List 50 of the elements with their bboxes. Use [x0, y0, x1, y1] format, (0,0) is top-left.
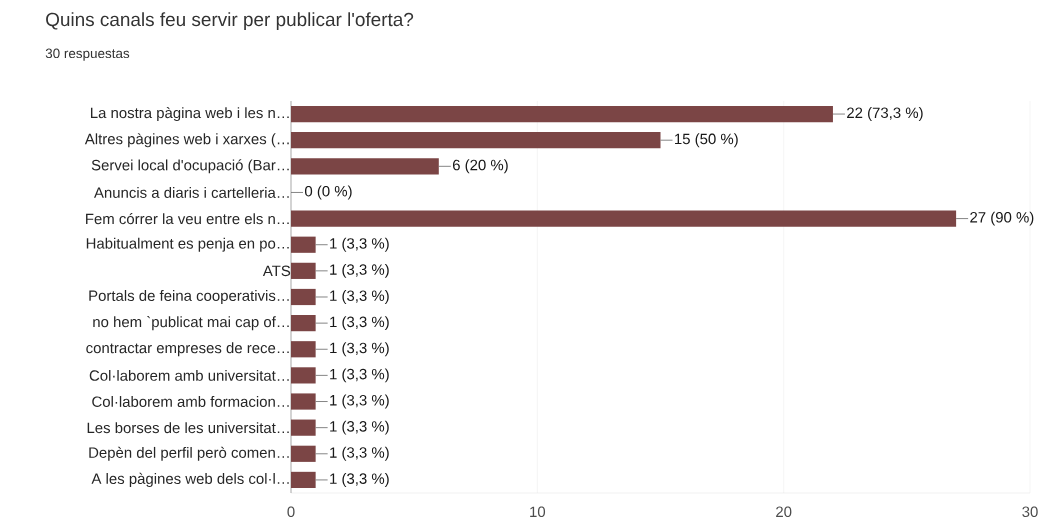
data-label: 1 (3,3 %): [330, 263, 389, 278]
bar: [291, 367, 316, 384]
y-tick-label: no hem `publicat mai cap of…: [93, 316, 289, 331]
y-tick-label: Col·laborem amb formacion…: [92, 396, 289, 408]
data-label: 1 (3,3 %): [330, 472, 389, 487]
data-label: 1 (3,3 %): [330, 368, 389, 383]
bar: [291, 262, 316, 279]
bar: [291, 158, 439, 175]
x-tick-label: 20: [776, 506, 792, 518]
y-tick-label: Depèn del perfil però comen…: [89, 446, 289, 461]
bar: [291, 341, 316, 358]
bar: [291, 210, 957, 227]
x-tick-label: 10: [530, 506, 546, 518]
data-label: 1 (3,3 %): [330, 394, 389, 409]
y-tick-label: Habitualment es penja en po…: [86, 237, 289, 252]
bar: [291, 236, 316, 253]
bar: [291, 393, 316, 410]
y-tick-label: Portals de feina cooperativis…: [89, 290, 289, 304]
data-label: 1 (3,3 %): [330, 420, 389, 435]
y-tick-label: A les pàgines web dels col·l…: [91, 472, 289, 487]
bar: [291, 288, 316, 306]
y-tick-label: La nostra pàgina web i les n…: [90, 107, 289, 122]
y-tick-label: Anuncis a diaris i cartelleria…: [94, 186, 289, 198]
text: 30 respuestas: [45, 48, 130, 61]
bar: [291, 419, 316, 436]
data-label: 1 (3,3 %): [330, 237, 389, 252]
bar: [291, 105, 833, 123]
bar: [291, 445, 316, 462]
data-label: 1 (3,3 %): [330, 316, 389, 331]
data-label: 22 (73,3 %): [847, 107, 923, 122]
bar: [291, 132, 661, 149]
data-label: 27 (90 %): [970, 211, 1034, 226]
y-tick-label: ATS: [262, 265, 291, 277]
chart-title: Quins canals feu servir per publicar l'oferta?: [46, 12, 414, 30]
y-tick-label: contractar empreses de rece…: [86, 342, 289, 357]
data-label: 0 (0 %): [304, 185, 352, 200]
data-label: 6 (20 %): [452, 159, 508, 174]
x-tick-label: 0: [287, 506, 295, 518]
data-label: 15 (50 %): [675, 133, 738, 148]
y-tick-label: Fem córrer la veu entre els n…: [86, 213, 289, 225]
data-label: 1 (3,3 %): [330, 446, 389, 461]
bar: [291, 471, 316, 489]
data-label: 1 (3,3 %): [330, 342, 389, 357]
x-tick-label: 30: [1022, 506, 1038, 518]
bar: [291, 315, 316, 332]
y-tick-label: Les borses de les universitat…: [87, 422, 289, 434]
y-tick-label: Servei local d'ocupació (Bar…: [91, 159, 289, 174]
data-label: 1 (3,3 %): [330, 290, 389, 304]
y-tick-label: Altres pàgines web i xarxes (…: [84, 133, 289, 148]
y-tick-label: Col·laborem amb universitat…: [89, 369, 289, 381]
